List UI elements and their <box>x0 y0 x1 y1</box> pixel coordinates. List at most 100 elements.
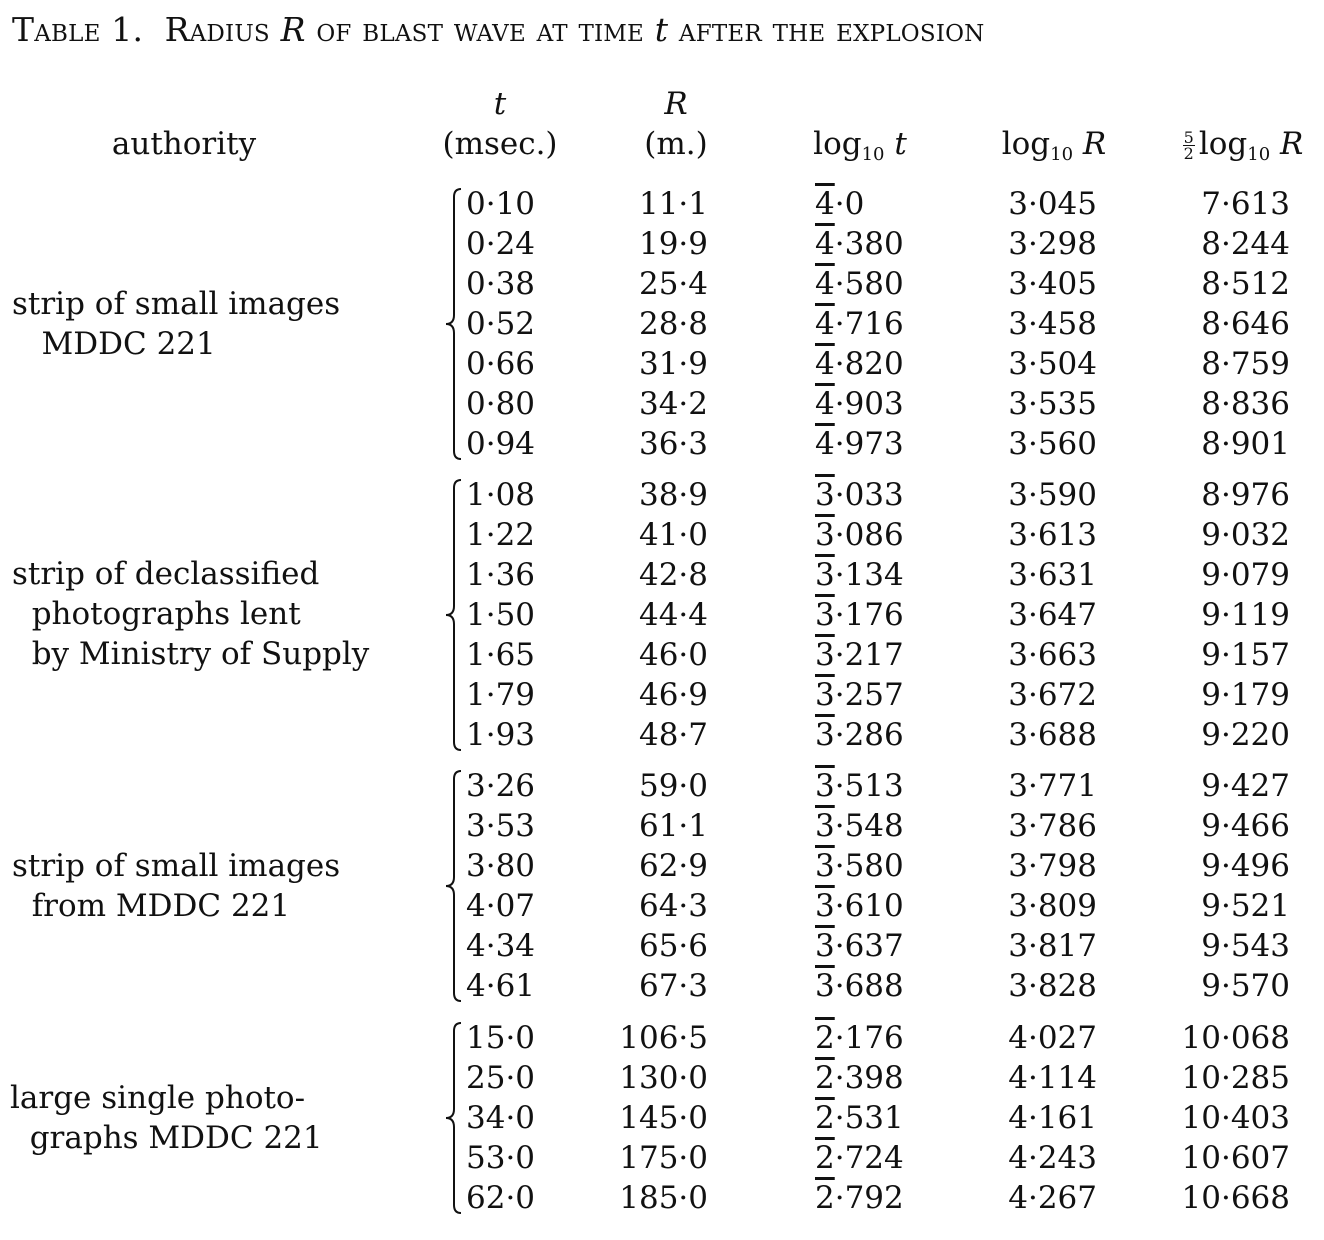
log-t-mantissa: ·257 <box>834 677 904 713</box>
five-halves-log-r-cell: 9·220 <box>1201 717 1290 753</box>
table-row: 1·08 38·9 3·033 3·590 8·976 <box>0 475 1324 515</box>
five-halves-log-r-cell: 10·607 <box>1181 1140 1290 1176</box>
log-t-mantissa: ·548 <box>834 808 904 844</box>
header-log-r: log10 R <box>984 124 1124 175</box>
log-t-mantissa: ·724 <box>834 1140 904 1176</box>
log-t-cell: 2·176 <box>815 1018 935 1058</box>
header-t-symbol: t <box>493 86 507 122</box>
log-t-mantissa: ·286 <box>834 717 904 753</box>
r-cell: 36·3 <box>638 426 708 462</box>
authority-label: from MDDC 221 <box>12 888 291 924</box>
log-r-cell: 3·809 <box>1008 888 1097 924</box>
log-t-mantissa: ·973 <box>834 426 904 462</box>
five-halves-log-r-cell: 8·759 <box>1201 346 1290 382</box>
r-cell: 28·8 <box>638 306 708 342</box>
r-cell: 61·1 <box>638 808 708 844</box>
five-halves-log-r-cell: 8·836 <box>1201 386 1290 422</box>
t-cell: 3·26 <box>466 768 536 804</box>
t-cell: 1·08 <box>466 477 536 513</box>
t-cell: 34·0 <box>466 1100 536 1136</box>
log-t-mantissa: ·688 <box>834 968 904 1004</box>
header-frac-log-base: 10 <box>1247 144 1271 165</box>
r-cell: 145·0 <box>619 1100 708 1136</box>
log-t-cell: 3·637 <box>815 926 935 966</box>
t-cell: 1·50 <box>466 597 536 633</box>
five-halves-log-r-cell: 9·496 <box>1201 848 1290 884</box>
t-cell: 25·0 <box>466 1060 536 1096</box>
five-halves-log-r-cell: 9·543 <box>1201 928 1290 964</box>
log-r-cell: 3·771 <box>1008 768 1097 804</box>
authority-label: graphs MDDC 221 <box>10 1120 323 1156</box>
table-row: 3·80 62·9 3·580 3·798 9·496 <box>0 846 1324 886</box>
log-t-mantissa: ·217 <box>834 637 904 673</box>
log-r-cell: 3·663 <box>1008 637 1097 673</box>
log-t-mantissa: ·086 <box>834 517 904 553</box>
header-log-t-func: log <box>813 126 862 162</box>
five-halves-log-r-cell: 9·521 <box>1201 888 1290 924</box>
row-group: strip of small images MDDC 221 0·10 11·1 4·… <box>0 184 1324 464</box>
log-t-mantissa: ·792 <box>834 1180 904 1216</box>
log-t-cell: 4·580 <box>815 264 935 304</box>
table-row: 0·94 36·3 4·973 3·560 8·901 <box>0 424 1324 464</box>
left-brace <box>445 1022 462 1214</box>
r-cell: 46·9 <box>638 677 708 713</box>
header-log-r-base: 10 <box>1050 144 1074 165</box>
t-cell: 3·53 <box>466 808 536 844</box>
table-row: 1·36 42·8 3·134 3·631 9·079 <box>0 555 1324 595</box>
log-r-cell: 3·688 <box>1008 717 1097 753</box>
five-halves-log-r-cell: 9·032 <box>1201 517 1290 553</box>
log-t-mantissa: ·176 <box>834 1020 904 1056</box>
r-cell: 44·4 <box>638 597 708 633</box>
table-row: 1·50 44·4 3·176 3·647 9·119 <box>0 595 1324 635</box>
log-t-cell: 2·398 <box>815 1058 935 1098</box>
t-cell: 0·94 <box>466 426 536 462</box>
log-r-cell: 3·672 <box>1008 677 1097 713</box>
log-t-cell: 4·903 <box>815 384 935 424</box>
header-r: R (m.) <box>626 84 726 164</box>
t-cell: 1·65 <box>466 637 536 673</box>
five-halves-log-r-cell: 9·570 <box>1201 968 1290 1004</box>
log-r-cell: 3·298 <box>1008 226 1097 262</box>
t-cell: 0·38 <box>466 266 536 302</box>
log-t-cell: 3·134 <box>815 555 935 595</box>
t-cell: 53·0 <box>466 1140 536 1176</box>
five-halves-log-r-cell: 10·068 <box>1181 1020 1290 1056</box>
five-halves-log-r-cell: 8·901 <box>1201 426 1290 462</box>
log-t-characteristic: 3 <box>815 768 835 804</box>
caption-prefix: Radius <box>164 10 270 49</box>
log-t-characteristic: 4 <box>815 186 835 222</box>
log-t-characteristic: 3 <box>815 968 835 1004</box>
log-r-cell: 3·535 <box>1008 386 1097 422</box>
log-t-characteristic: 4 <box>815 346 835 382</box>
log-r-cell: 3·458 <box>1008 306 1097 342</box>
log-r-cell: 3·405 <box>1008 266 1097 302</box>
log-r-cell: 3·045 <box>1008 186 1097 222</box>
five-halves-log-r-cell: 9·157 <box>1201 637 1290 673</box>
authority-label: strip of small images <box>12 848 341 884</box>
t-cell: 0·80 <box>466 386 536 422</box>
log-t-characteristic: 3 <box>815 888 835 924</box>
log-t-mantissa: ·610 <box>834 888 904 924</box>
log-t-mantissa: ·033 <box>834 477 904 513</box>
log-t-characteristic: 2 <box>815 1100 835 1136</box>
log-t-characteristic: 3 <box>815 928 835 964</box>
log-t-characteristic: 3 <box>815 717 835 753</box>
log-t-cell: 4·380 <box>815 224 935 264</box>
table-row: 15·0 106·5 2·176 4·027 10·068 <box>0 1018 1324 1058</box>
five-halves-log-r-cell: 9·427 <box>1201 768 1290 804</box>
r-cell: 38·9 <box>638 477 708 513</box>
r-cell: 64·3 <box>638 888 708 924</box>
log-r-cell: 3·560 <box>1008 426 1097 462</box>
header-t: t (msec.) <box>438 84 562 164</box>
log-r-cell: 4·161 <box>1008 1100 1097 1136</box>
r-cell: 31·9 <box>638 346 708 382</box>
log-t-mantissa: ·380 <box>834 226 904 262</box>
five-halves-log-r-cell: 7·613 <box>1201 186 1290 222</box>
log-t-cell: 3·257 <box>815 675 935 715</box>
table-row: 34·0 145·0 2·531 4·161 10·403 <box>0 1098 1324 1138</box>
r-cell: 185·0 <box>619 1180 708 1216</box>
r-cell: 46·0 <box>638 637 708 673</box>
log-t-mantissa: ·0 <box>834 186 865 222</box>
caption-suffix: after the explosion <box>678 10 985 49</box>
log-t-cell: 3·286 <box>815 715 935 755</box>
